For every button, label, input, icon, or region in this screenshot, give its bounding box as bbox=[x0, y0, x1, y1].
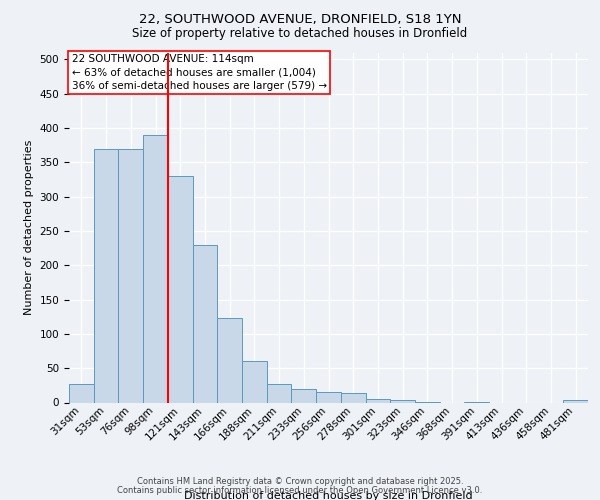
Bar bbox=[69, 384, 94, 402]
Bar bbox=[143, 135, 168, 402]
Bar bbox=[267, 384, 292, 402]
Text: 22 SOUTHWOOD AVENUE: 114sqm
← 63% of detached houses are smaller (1,004)
36% of : 22 SOUTHWOOD AVENUE: 114sqm ← 63% of det… bbox=[71, 54, 327, 90]
Bar bbox=[390, 400, 415, 402]
Text: Size of property relative to detached houses in Dronfield: Size of property relative to detached ho… bbox=[133, 28, 467, 40]
Bar bbox=[168, 176, 193, 402]
Bar bbox=[217, 318, 242, 402]
X-axis label: Distribution of detached houses by size in Dronfield: Distribution of detached houses by size … bbox=[184, 490, 473, 500]
Text: Contains HM Land Registry data © Crown copyright and database right 2025.: Contains HM Land Registry data © Crown c… bbox=[137, 477, 463, 486]
Text: Contains public sector information licensed under the Open Government Licence v3: Contains public sector information licen… bbox=[118, 486, 482, 495]
Bar bbox=[563, 400, 588, 402]
Bar bbox=[118, 148, 143, 402]
Bar bbox=[94, 148, 118, 402]
Text: 22, SOUTHWOOD AVENUE, DRONFIELD, S18 1YN: 22, SOUTHWOOD AVENUE, DRONFIELD, S18 1YN bbox=[139, 12, 461, 26]
Bar bbox=[316, 392, 341, 402]
Bar bbox=[365, 399, 390, 402]
Bar bbox=[292, 389, 316, 402]
Bar bbox=[193, 244, 217, 402]
Bar bbox=[242, 362, 267, 403]
Bar bbox=[341, 393, 365, 402]
Y-axis label: Number of detached properties: Number of detached properties bbox=[24, 140, 34, 315]
